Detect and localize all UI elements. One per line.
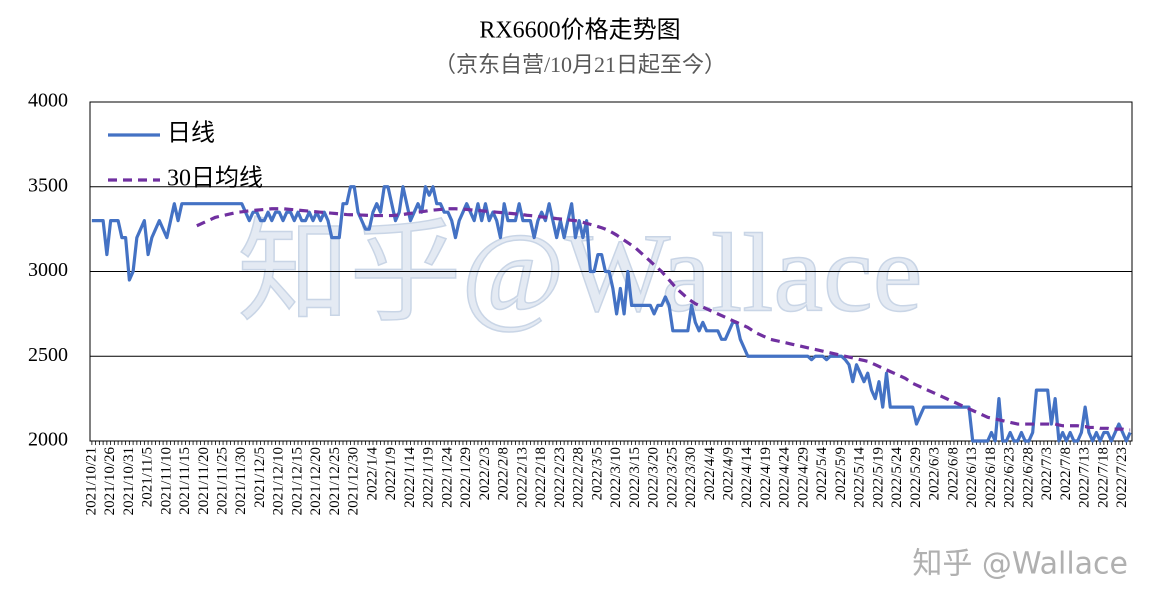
x-tick-label: 2022/2/3 xyxy=(477,447,493,500)
x-tick-label: 2022/1/29 xyxy=(458,447,474,508)
x-tick-label: 2021/11/10 xyxy=(158,447,174,515)
x-tick-label: 2022/3/10 xyxy=(608,447,624,508)
x-tick-marks xyxy=(91,441,1131,445)
x-tick-label: 2022/3/30 xyxy=(683,447,699,508)
y-tick-label: 3500 xyxy=(28,174,68,196)
x-tick-label: 2022/2/23 xyxy=(552,447,568,508)
y-tick-label: 4000 xyxy=(28,90,68,112)
x-tick-label: 2021/11/15 xyxy=(177,447,193,515)
x-tick-label: 2022/4/29 xyxy=(795,447,811,508)
x-tick-label: 2022/2/28 xyxy=(571,447,587,508)
legend-label: 30日均线 xyxy=(167,165,263,192)
x-tick-label: 2022/1/24 xyxy=(439,447,455,508)
x-tick-label: 2021/12/10 xyxy=(271,447,287,515)
x-tick-label: 2021/12/30 xyxy=(346,447,362,515)
x-tick-label: 2022/7/13 xyxy=(1077,447,1093,508)
chart-subtitle: （京东自营/10月21日起至今） xyxy=(434,52,726,77)
x-tick-label: 2021/12/15 xyxy=(289,447,305,515)
x-tick-label: 2021/11/20 xyxy=(196,447,212,515)
x-tick-label: 2021/10/26 xyxy=(102,447,118,516)
x-tick-label: 2022/3/15 xyxy=(627,447,643,508)
x-tick-label: 2021/10/31 xyxy=(121,447,137,515)
x-tick-label: 2022/7/8 xyxy=(1058,447,1074,500)
x-tick-label: 2022/7/23 xyxy=(1114,447,1130,508)
x-tick-label: 2021/11/5 xyxy=(140,447,156,507)
watermark: 知乎@Wallace xyxy=(238,212,923,336)
x-tick-label: 2022/6/8 xyxy=(945,447,961,500)
x-tick-label: 2022/2/13 xyxy=(514,447,530,508)
x-tick-label: 2022/1/14 xyxy=(402,447,418,508)
x-tick-label: 2022/3/5 xyxy=(589,447,605,500)
x-tick-label: 2022/6/3 xyxy=(927,447,943,500)
x-tick-label: 2022/1/19 xyxy=(421,447,437,508)
x-tick-label: 2022/4/4 xyxy=(702,447,718,501)
x-tick-label: 2022/6/28 xyxy=(1020,447,1036,508)
y-tick-label: 2500 xyxy=(28,344,68,366)
x-tick-label: 2022/4/24 xyxy=(777,447,793,508)
x-tick-label: 2022/5/14 xyxy=(852,447,868,508)
x-tick-label: 2022/6/13 xyxy=(964,447,980,508)
x-tick-label: 2022/5/19 xyxy=(870,447,886,508)
y-tick-label: 2000 xyxy=(28,429,68,451)
x-tick-label: 2022/5/29 xyxy=(908,447,924,508)
x-tick-label: 2022/4/14 xyxy=(739,447,755,508)
x-tick-label: 2022/3/20 xyxy=(646,447,662,508)
x-tick-label: 2022/5/24 xyxy=(889,447,905,508)
x-tick-label: 2021/11/25 xyxy=(214,447,230,515)
x-tick-label: 2021/10/21 xyxy=(83,447,99,515)
x-tick-label: 2022/5/4 xyxy=(814,447,830,501)
x-tick-label: 2022/4/9 xyxy=(721,447,737,500)
x-tick-label: 2022/2/8 xyxy=(496,447,512,500)
x-tick-label: 2022/4/19 xyxy=(758,447,774,508)
x-tick-label: 2022/7/3 xyxy=(1039,447,1055,500)
x-tick-label: 2021/12/5 xyxy=(252,447,268,508)
credit: 知乎 @Wallace xyxy=(912,547,1128,582)
x-tick-label: 2022/2/18 xyxy=(533,447,549,508)
x-tick-label: 2022/6/18 xyxy=(983,447,999,508)
series-line xyxy=(91,185,1132,443)
x-tick-label: 2021/11/30 xyxy=(233,447,249,515)
x-tick-label: 2021/12/20 xyxy=(308,447,324,515)
x-tick-label: 2022/6/23 xyxy=(1002,447,1018,508)
x-tick-label: 2022/7/18 xyxy=(1095,447,1111,508)
series-line xyxy=(196,207,1131,432)
x-tick-label: 2022/1/4 xyxy=(364,447,380,501)
x-tick-label: 2022/5/9 xyxy=(833,447,849,500)
x-tick-label: 2021/12/25 xyxy=(327,447,343,515)
x-tick-label: 2022/3/25 xyxy=(664,447,680,508)
legend-label: 日线 xyxy=(167,120,215,147)
chart-title: RX6600价格走势图 xyxy=(479,17,680,44)
x-tick-label: 2022/1/9 xyxy=(383,447,399,500)
y-tick-label: 3000 xyxy=(28,259,68,281)
